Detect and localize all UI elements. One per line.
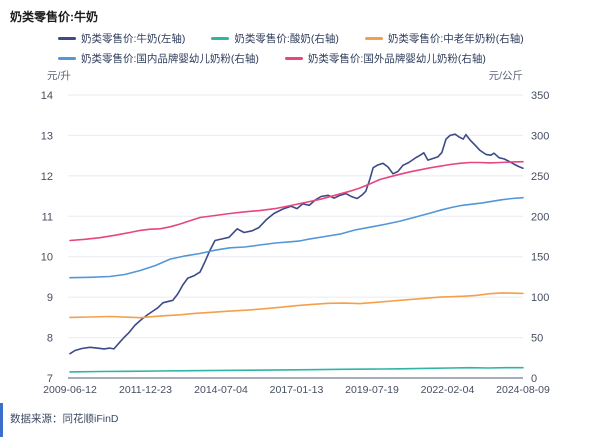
- legend-label-middle-aged-powder: 奶类零售价:中老年奶粉(右轴): [387, 33, 524, 45]
- left-axis-tick-label: 13: [41, 130, 53, 142]
- legend-label-foreign-infant-formula: 奶类零售价:国外品牌婴幼儿奶粉(右轴): [307, 53, 486, 65]
- legend-swatch-milk: [58, 37, 76, 40]
- x-axis-tick-label: 2022-02-04: [421, 384, 475, 396]
- left-axis-tick-label: 7: [47, 373, 53, 385]
- legend-item-domestic-infant-formula[interactable]: 奶类零售价:国内品牌婴幼儿奶粉(右轴): [58, 51, 259, 66]
- left-axis-tick-label: 14: [41, 90, 53, 102]
- x-axis-tick-label: 2019-07-19: [345, 384, 399, 396]
- right-axis-tick-label: 0: [531, 373, 537, 385]
- left-axis-tick-label: 12: [41, 171, 53, 183]
- x-axis-tick-label: 2011-12-23: [119, 384, 172, 396]
- right-axis-tick-label: 100: [531, 292, 549, 304]
- legend-label-yogurt: 奶类零售价:酸奶(右轴): [234, 33, 339, 45]
- legend-item-milk[interactable]: 奶类零售价:牛奶(左轴): [58, 31, 185, 46]
- x-axis-tick-label: 2017-01-13: [270, 384, 324, 396]
- legend-item-yogurt[interactable]: 奶类零售价:酸奶(右轴): [211, 31, 339, 46]
- legend-item-middle-aged-powder[interactable]: 奶类零售价:中老年奶粉(右轴): [364, 31, 524, 46]
- left-axis-tick-label: 8: [47, 333, 53, 345]
- series-line-domestic-infant-formula: [69, 196, 524, 279]
- legend-row-2: 奶类零售价:国内品牌婴幼儿奶粉(右轴) 奶类零售价:国外品牌婴幼儿奶粉(右轴): [58, 51, 524, 66]
- left-axis-tick-label: 11: [42, 211, 53, 223]
- legend-swatch-yogurt: [211, 37, 230, 40]
- right-axis-unit-label: 元/公斤: [488, 70, 523, 82]
- right-axis-tick-label: 350: [531, 90, 549, 102]
- legend-swatch-middle-aged-powder: [364, 37, 383, 40]
- legend-row-1: 奶类零售价:牛奶(左轴) 奶类零售价:酸奶(右轴) 奶类零售价:中老年奶粉(右轴): [58, 31, 524, 46]
- legend-label-milk: 奶类零售价:牛奶(左轴): [81, 33, 186, 45]
- series-line-foreign-infant-formula: [69, 160, 524, 242]
- x-axis-tick-label: 2024-08-09: [496, 384, 550, 396]
- right-axis-tick-label: 50: [531, 333, 543, 345]
- x-axis-tick-label: 2014-07-04: [194, 384, 248, 396]
- accent-bar: [0, 403, 3, 437]
- series-line-yogurt: [69, 366, 524, 373]
- x-axis-tick-label: 2009-06-12: [43, 384, 97, 396]
- series-line-middle-aged-powder: [69, 292, 524, 319]
- right-axis-tick-label: 200: [531, 211, 549, 223]
- right-axis-tick-label: 150: [531, 252, 549, 264]
- left-axis-tick-label: 10: [41, 252, 53, 264]
- right-axis-tick-label: 250: [531, 171, 549, 183]
- page-title: 奶类零售价:牛奶: [10, 10, 98, 24]
- data-source-note: 数据来源：同花顺iFinD: [10, 413, 119, 425]
- legend-label-domestic-infant-formula: 奶类零售价:国内品牌婴幼儿奶粉(右轴): [81, 53, 259, 65]
- legend-swatch-domestic-infant-formula: [58, 57, 76, 60]
- right-axis-tick-label: 300: [531, 130, 549, 142]
- series-line-milk: [69, 133, 524, 355]
- legend-swatch-foreign-infant-formula: [284, 57, 303, 60]
- legend: 奶类零售价:牛奶(左轴) 奶类零售价:酸奶(右轴) 奶类零售价:中老年奶粉(右轴) …: [58, 31, 524, 66]
- left-axis-tick-label: 9: [47, 292, 53, 304]
- price-line-chart: 14 13 12 11 10 9 8 7 350 300 250 200 150 100 50 0 2009-0…: [41, 90, 550, 396]
- left-axis-unit-label: 元/升: [47, 70, 71, 82]
- legend-item-foreign-infant-formula[interactable]: 奶类零售价:国外品牌婴幼儿奶粉(右轴): [284, 51, 486, 66]
